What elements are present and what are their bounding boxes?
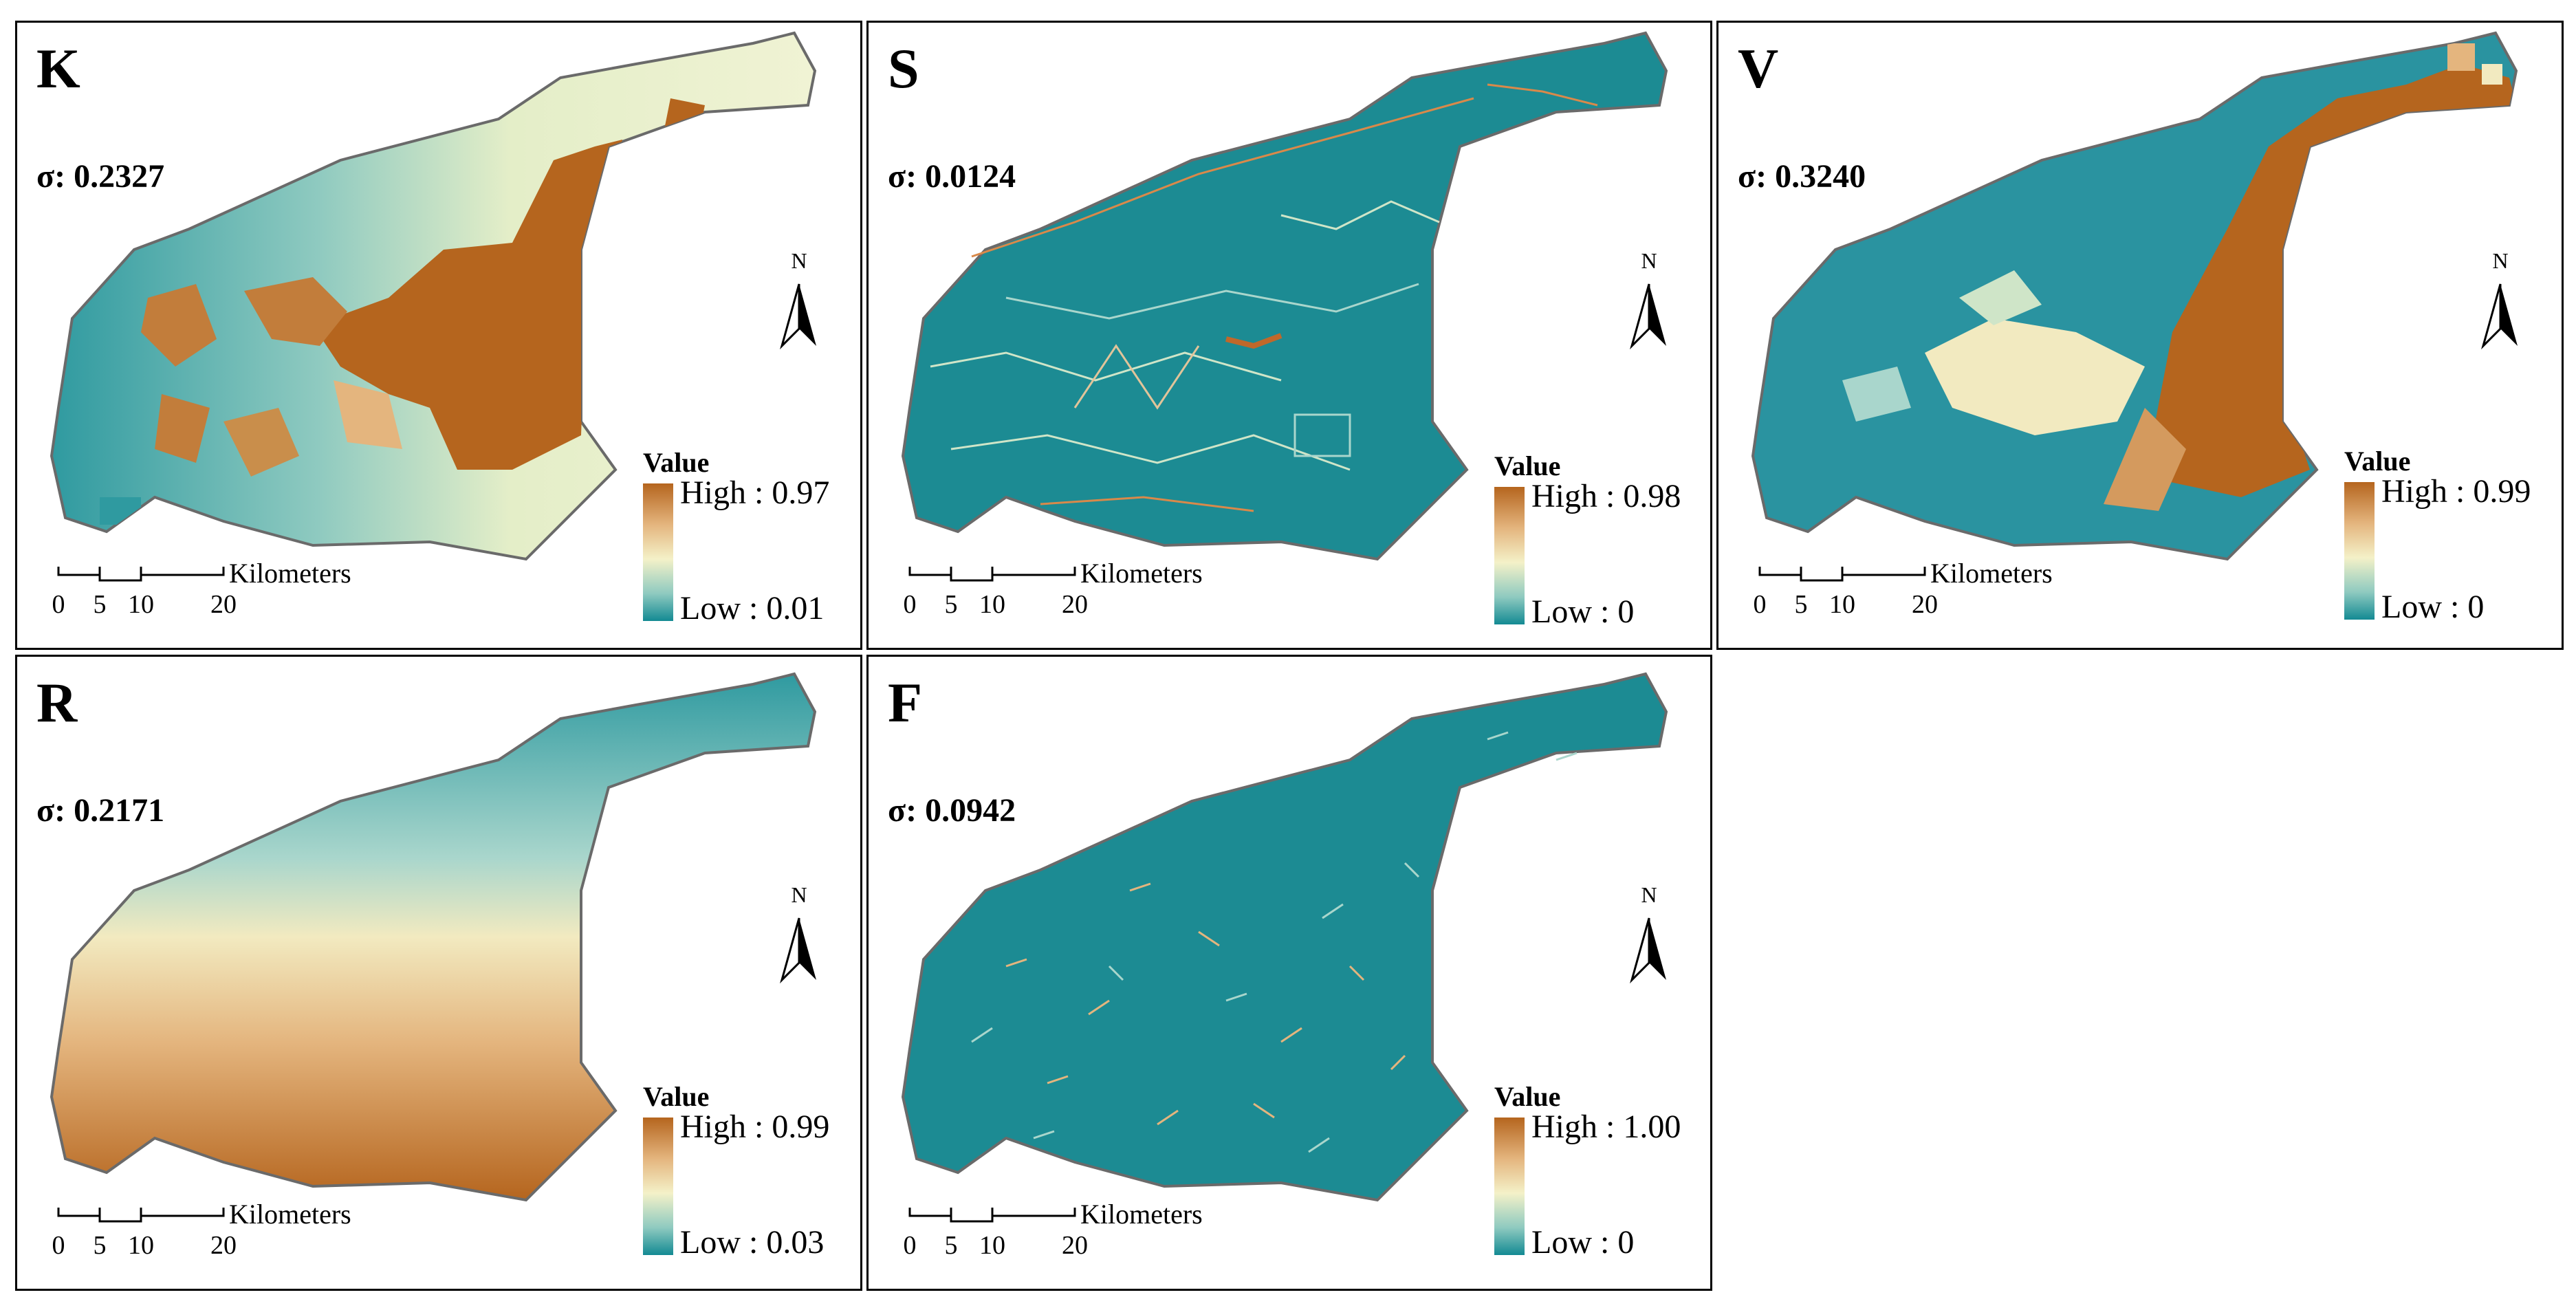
scale-tick: 5	[93, 1231, 107, 1260]
legend-low: Low : 0	[2381, 589, 2485, 625]
scale-bar-graphic	[57, 567, 225, 582]
panel-label: F	[888, 671, 923, 734]
color-ramp	[1494, 487, 1525, 624]
map-panel-k: K σ: 0.2327 N Value High : 0.97 Low : 0.…	[15, 21, 862, 650]
north-arrow: N	[1625, 884, 1673, 987]
legend-low: Low : 0	[1531, 1224, 1635, 1261]
color-ramp	[2344, 482, 2375, 620]
raster-values	[1842, 43, 2516, 511]
scale-bar: Kilometers 0 5 10 20	[1746, 560, 2053, 622]
scale-tick: 5	[1794, 590, 1808, 619]
scale-unit: Kilometers	[1080, 558, 1203, 589]
scale-bar-graphic	[908, 567, 1076, 582]
color-ramp	[643, 483, 673, 621]
north-arrow-icon	[780, 917, 816, 984]
scale-tick: 10	[128, 590, 154, 619]
north-label: N	[2492, 248, 2509, 273]
scale-bar: Kilometers 0 5 10 20	[896, 560, 1203, 622]
scale-tick: 20	[1062, 1231, 1088, 1260]
sigma-value: σ: 0.3240	[1738, 158, 1866, 195]
north-arrow: N	[775, 250, 823, 353]
scale-bar: Kilometers 0 5 10 20	[45, 560, 351, 622]
map-panel-s: S σ: 0.0124 N Value High : 0.98 Low : 0 …	[866, 21, 1712, 650]
scale-tick: 5	[93, 590, 107, 619]
north-label: N	[1641, 882, 1657, 907]
scale-tick: 0	[903, 590, 917, 619]
scale-tick: 5	[944, 1231, 958, 1260]
study-area-map	[901, 31, 1668, 561]
legend-low: Low : 0.03	[680, 1224, 825, 1261]
panel-label: V	[1738, 37, 1779, 100]
scale-bar: Kilometers 0 5 10 20	[45, 1201, 351, 1263]
north-arrow-icon	[780, 283, 816, 350]
north-label: N	[791, 248, 807, 273]
north-arrow-icon	[1630, 917, 1666, 984]
color-ramp	[1494, 1118, 1525, 1255]
scale-tick: 10	[128, 1231, 154, 1260]
scale-tick: 20	[1912, 590, 1938, 619]
sigma-value: σ: 0.2327	[36, 158, 165, 195]
study-area-map	[50, 31, 817, 561]
scale-tick: 20	[210, 1231, 237, 1260]
panel-label: S	[888, 37, 919, 100]
raster-values	[930, 83, 1598, 512]
legend-title: Value	[2344, 446, 2411, 477]
legend-title: Value	[1494, 450, 1561, 481]
scale-unit: Kilometers	[229, 558, 351, 589]
north-label: N	[1641, 248, 1657, 273]
sigma-value: σ: 0.0942	[888, 792, 1016, 829]
scale-tick: 0	[52, 590, 65, 619]
color-ramp	[643, 1118, 673, 1255]
legend-title: Value	[643, 447, 710, 478]
legend-low: Low : 0	[1531, 593, 1635, 630]
raster-values	[100, 98, 705, 525]
scale-tick: 10	[979, 590, 1005, 619]
north-arrow-icon	[2481, 283, 2518, 350]
north-arrow: N	[1625, 250, 1673, 353]
map-panel-v: V σ: 0.3240 N Value High : 0.99 Low : 0 …	[1716, 21, 2564, 650]
sigma-value: σ: 0.2171	[36, 792, 165, 829]
scale-tick: 0	[52, 1231, 65, 1260]
north-arrow: N	[775, 884, 823, 987]
legend-high: High : 0.97	[680, 475, 830, 511]
legend-high: High : 0.99	[680, 1109, 830, 1145]
scale-tick: 20	[1062, 590, 1088, 619]
map-panel-f: F σ: 0.0942 N Value High : 1.00 Low : 0 …	[866, 655, 1712, 1291]
scale-tick: 0	[903, 1231, 917, 1260]
north-label: N	[791, 882, 807, 907]
sigma-value: σ: 0.0124	[888, 158, 1016, 195]
scale-tick: 20	[210, 590, 237, 619]
raster-values	[50, 672, 817, 1202]
scale-tick: 5	[944, 590, 958, 619]
scale-tick: 10	[1829, 590, 1855, 619]
scale-tick: 0	[1753, 590, 1767, 619]
legend-high: High : 0.99	[2381, 473, 2531, 510]
study-area-map	[901, 672, 1668, 1202]
scale-unit: Kilometers	[229, 1199, 351, 1230]
scale-bar-graphic	[908, 1208, 1076, 1223]
scale-bar-graphic	[1758, 567, 1926, 582]
scale-unit: Kilometers	[1930, 558, 2053, 589]
scale-unit: Kilometers	[1080, 1199, 1203, 1230]
legend-title: Value	[1494, 1081, 1561, 1112]
scale-bar: Kilometers 0 5 10 20	[896, 1201, 1203, 1263]
legend-low: Low : 0.01	[680, 590, 825, 626]
study-area-map	[1751, 31, 2518, 561]
panel-label: K	[36, 37, 80, 100]
study-area-map	[50, 672, 817, 1202]
north-arrow-icon	[1630, 283, 1666, 350]
map-panel-r: R σ: 0.2171 N Value High : 0.99 Low : 0.…	[15, 655, 862, 1291]
raster-values	[971, 731, 1578, 1153]
legend-title: Value	[643, 1081, 710, 1112]
panel-label: R	[36, 671, 78, 734]
scale-bar-graphic	[57, 1208, 225, 1223]
scale-tick: 10	[979, 1231, 1005, 1260]
legend-high: High : 0.98	[1531, 478, 1681, 514]
north-arrow: N	[2476, 250, 2524, 353]
legend-high: High : 1.00	[1531, 1109, 1681, 1145]
